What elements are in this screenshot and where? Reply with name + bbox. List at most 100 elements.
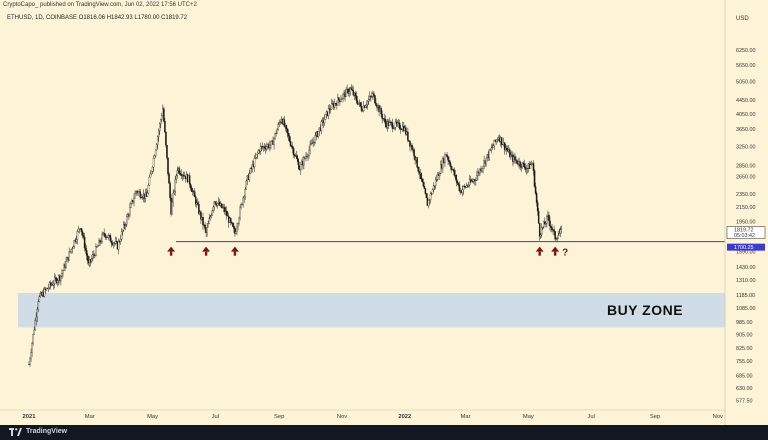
candle bbox=[373, 91, 375, 99]
candle bbox=[334, 98, 336, 110]
candle bbox=[431, 188, 434, 195]
candle bbox=[121, 229, 124, 236]
candle bbox=[553, 225, 555, 236]
x-tick-label: May bbox=[523, 414, 534, 420]
candle bbox=[461, 185, 464, 197]
candle bbox=[490, 143, 493, 154]
candle bbox=[516, 160, 518, 164]
candle bbox=[288, 133, 291, 143]
candle bbox=[457, 182, 460, 187]
candle bbox=[47, 284, 50, 292]
candle bbox=[292, 146, 295, 158]
candle bbox=[166, 144, 168, 160]
y-tick-label: 1085.00 bbox=[736, 306, 756, 312]
candle bbox=[214, 201, 217, 205]
candle bbox=[416, 157, 418, 169]
candle bbox=[360, 101, 363, 113]
candle bbox=[303, 155, 305, 170]
candle bbox=[88, 256, 91, 268]
candle bbox=[161, 112, 163, 123]
candle bbox=[550, 225, 552, 233]
y-tick-label: 1430.00 bbox=[736, 265, 756, 271]
candle bbox=[473, 178, 475, 184]
candle bbox=[411, 143, 413, 152]
x-tick-label: May bbox=[147, 414, 158, 420]
candle bbox=[376, 104, 378, 112]
symbol-ohlc-line: ETHUSD, 1D, COINBASE O1816.06 H1842.93 L… bbox=[7, 15, 188, 21]
candle bbox=[269, 140, 271, 152]
candle bbox=[231, 221, 233, 225]
candle bbox=[366, 100, 369, 110]
candle bbox=[554, 230, 556, 242]
candle bbox=[380, 106, 382, 118]
candle bbox=[418, 166, 420, 180]
candle bbox=[103, 228, 105, 237]
candle bbox=[485, 157, 487, 167]
candle bbox=[560, 225, 563, 234]
candle bbox=[279, 121, 281, 126]
candle bbox=[77, 225, 80, 233]
candle bbox=[148, 174, 151, 186]
candle bbox=[503, 142, 506, 155]
candle bbox=[323, 114, 326, 126]
candle bbox=[167, 157, 169, 177]
candle bbox=[493, 139, 496, 151]
candle bbox=[462, 185, 465, 195]
candle bbox=[342, 93, 344, 103]
up-arrow-icon bbox=[202, 246, 211, 256]
candle bbox=[538, 222, 541, 241]
candle bbox=[146, 189, 149, 197]
candle bbox=[491, 143, 494, 151]
candle bbox=[175, 173, 177, 184]
candle bbox=[467, 182, 470, 188]
candle bbox=[375, 98, 377, 107]
candle bbox=[534, 182, 537, 196]
candle bbox=[165, 131, 167, 148]
candle bbox=[45, 287, 48, 292]
candle bbox=[479, 168, 481, 177]
candle bbox=[425, 193, 428, 198]
candle bbox=[168, 172, 170, 184]
candle bbox=[421, 177, 424, 183]
candle bbox=[71, 246, 73, 254]
candle bbox=[130, 201, 132, 208]
candle bbox=[408, 140, 410, 143]
candle bbox=[172, 188, 174, 207]
candle bbox=[285, 124, 288, 133]
candle bbox=[277, 121, 279, 131]
y-tick-label: 4450.00 bbox=[736, 98, 756, 104]
candle bbox=[257, 149, 260, 154]
candle bbox=[398, 119, 401, 130]
candle bbox=[456, 179, 459, 185]
candle bbox=[317, 131, 320, 139]
y-tick-label: 4050.00 bbox=[736, 112, 756, 118]
candle bbox=[204, 222, 206, 233]
buy-zone-label: BUY ZONE bbox=[607, 302, 683, 318]
candle bbox=[543, 220, 545, 230]
candle bbox=[407, 127, 409, 143]
candle bbox=[557, 230, 559, 240]
candle bbox=[212, 205, 215, 214]
candle bbox=[337, 93, 339, 106]
candle bbox=[388, 117, 391, 127]
candle bbox=[444, 152, 446, 168]
candle bbox=[350, 84, 353, 91]
candle bbox=[264, 142, 266, 151]
candle bbox=[133, 193, 135, 207]
candle bbox=[101, 231, 103, 244]
candle bbox=[98, 237, 100, 246]
y-tick-label: 630.00 bbox=[736, 386, 753, 392]
candle bbox=[163, 106, 165, 123]
candle bbox=[296, 154, 299, 165]
candle bbox=[300, 161, 302, 175]
candle bbox=[97, 244, 99, 247]
candle bbox=[151, 165, 154, 174]
candle bbox=[171, 198, 173, 215]
candle bbox=[548, 211, 550, 226]
candle bbox=[452, 168, 454, 172]
y-tick-label: 5050.00 bbox=[736, 79, 756, 85]
candle bbox=[259, 142, 262, 156]
candle bbox=[270, 141, 272, 150]
